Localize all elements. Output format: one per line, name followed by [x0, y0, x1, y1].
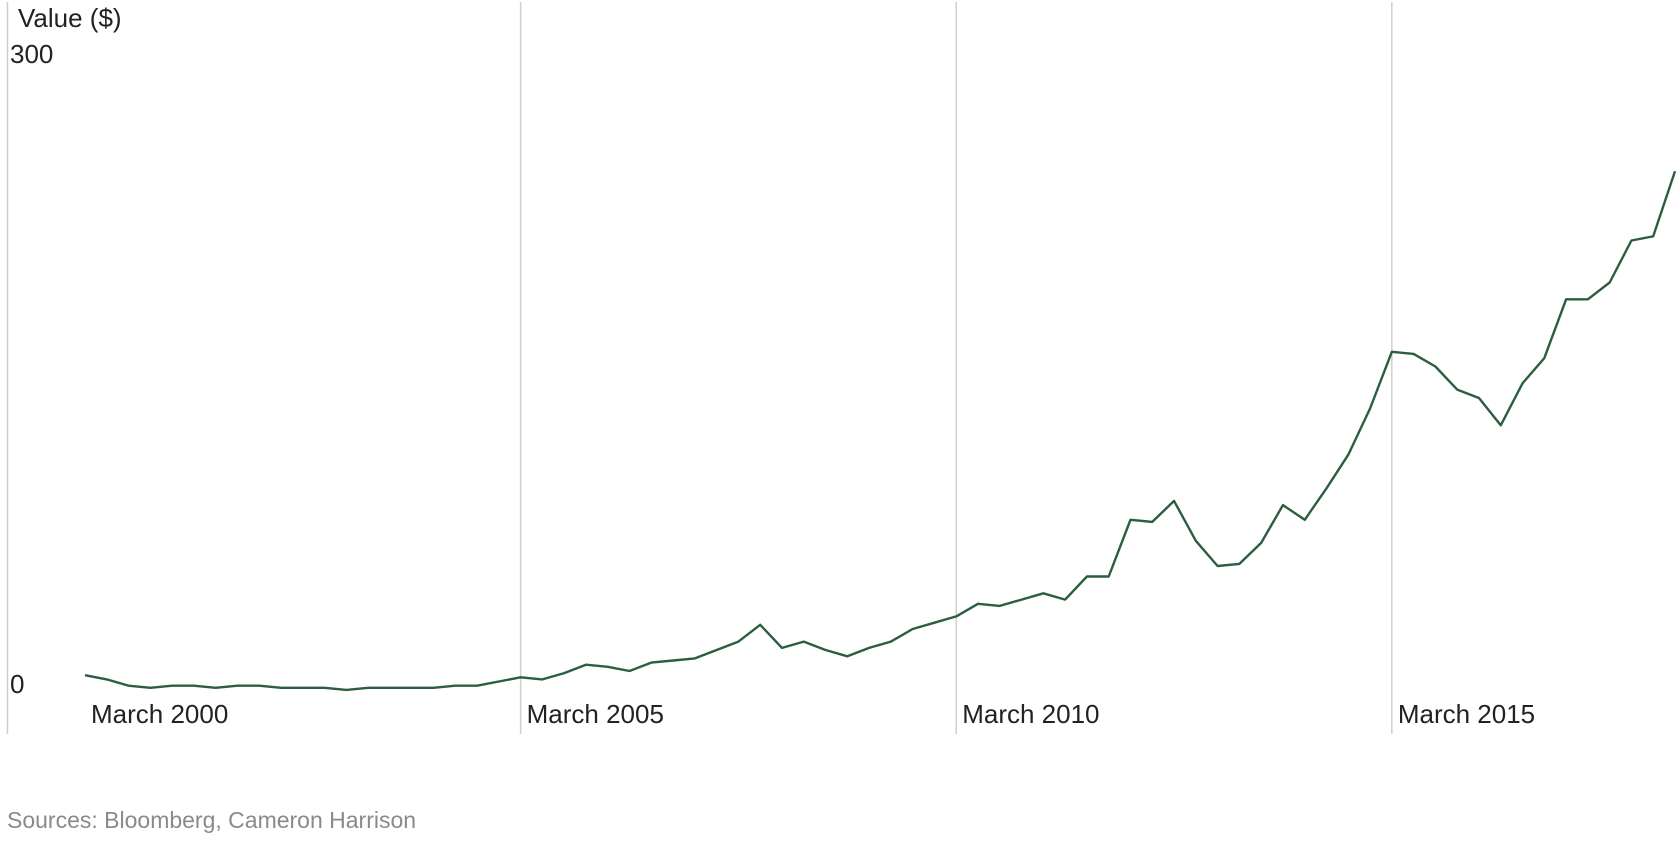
x-tick-label: March 2000 [91, 699, 228, 729]
y-tick-label: 0 [10, 669, 24, 699]
x-tick-label: March 2005 [527, 699, 664, 729]
x-tick-label: March 2015 [1398, 699, 1535, 729]
data-line [84, 170, 1677, 692]
y-axis-label: Value ($) [18, 3, 122, 33]
source-note: Sources: Bloomberg, Cameron Harrison [7, 807, 416, 833]
x-tick-label: March 2010 [962, 699, 1099, 729]
y-tick-label: 300 [10, 39, 53, 69]
